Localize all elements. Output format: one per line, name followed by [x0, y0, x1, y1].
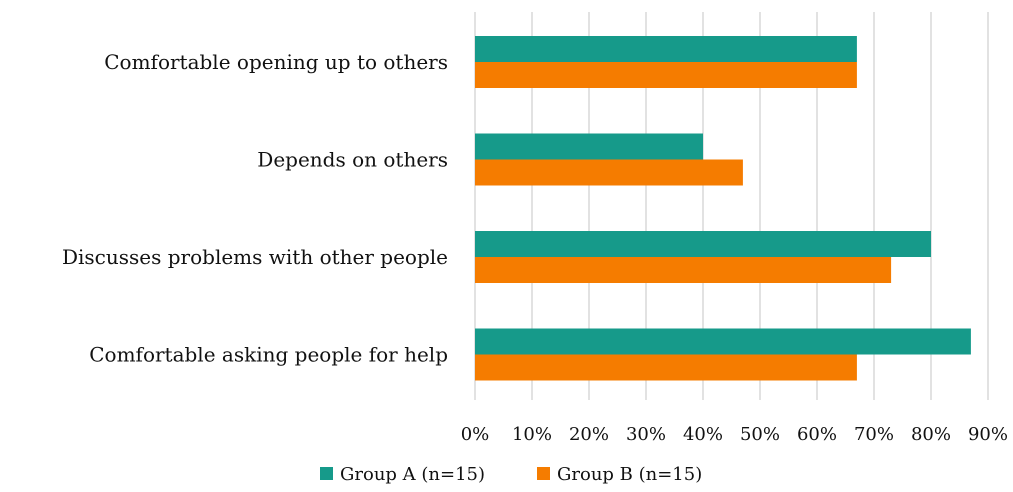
category-label: Discusses problems with other people — [62, 245, 448, 269]
bar-group-a — [475, 36, 857, 62]
bar-group-a — [475, 133, 703, 160]
x-tick-label: 10% — [512, 424, 552, 445]
category-label: Comfortable asking people for help — [89, 343, 448, 367]
legend-label: Group A (n=15) — [340, 464, 485, 485]
x-tick-label: 70% — [854, 424, 894, 445]
bar-group-b — [475, 62, 857, 88]
x-tick-label: 90% — [968, 424, 1008, 445]
x-tick-label: 40% — [683, 424, 723, 445]
x-tick-label: 80% — [911, 424, 951, 445]
bar-group-a — [475, 231, 931, 257]
x-tick-label: 60% — [797, 424, 837, 445]
bar-group-b — [475, 159, 743, 186]
category-label: Comfortable opening up to others — [104, 50, 448, 74]
bars — [475, 36, 971, 381]
legend-swatch — [320, 467, 333, 480]
x-tick-label: 0% — [461, 424, 490, 445]
x-axis-ticks: 0% 10% 20% 30% 40% 50% 60% 70% 80% 90% — [461, 424, 1008, 445]
legend-swatch — [537, 467, 550, 480]
legend-label: Group B (n=15) — [557, 464, 702, 485]
category-label: Depends on others — [257, 148, 448, 172]
x-tick-label: 50% — [740, 424, 780, 445]
bar-group-a — [475, 328, 971, 355]
x-tick-label: 20% — [569, 424, 609, 445]
x-tick-label: 30% — [626, 424, 666, 445]
category-labels: Comfortable opening up to others Depends … — [62, 50, 448, 367]
legend: Group A (n=15) Group B (n=15) — [320, 464, 702, 485]
bar-group-b — [475, 257, 892, 283]
bar-group-b — [475, 354, 857, 381]
